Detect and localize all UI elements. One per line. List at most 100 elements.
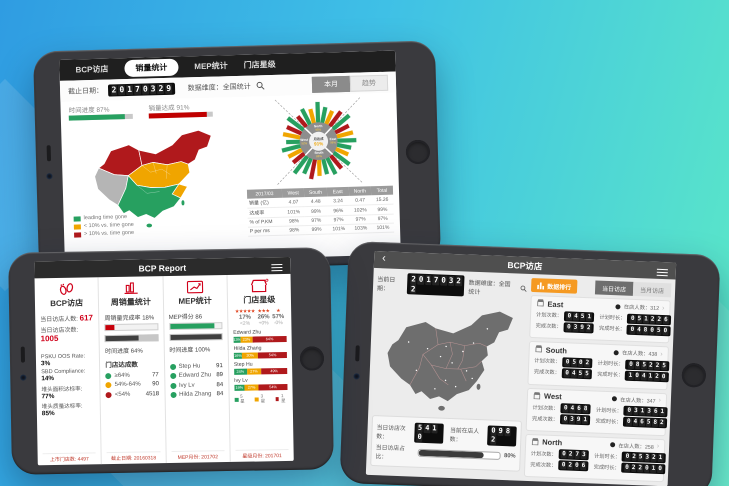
china-map-gray[interactable] [373,295,525,419]
instore-count: 在店人数：347 [620,396,656,405]
star-person-name: Edward Zhu [233,329,262,336]
table-cell: 99% [305,224,328,235]
sales-progress-bars: 时间进度 87% 销量达成 91% [68,100,238,121]
achievement-value: 90 [152,381,159,388]
search-icon[interactable] [520,284,527,292]
star-person-name: Ivy Lv [234,377,248,384]
home-button[interactable] [299,346,325,371]
star-stacked-bar: 13% 23% 64% [233,335,287,343]
region-card-north[interactable]: North 在店人数：258 › 计划次数： 0 2 7 3 计划时长： 0 2 5 3 2 1 完成次数： 0… [523,433,667,483]
region-card-west[interactable]: West 在店人数：347 › 计划次数： 0 4 6 8 计划时长： 0 3 1 3 6 1 完成次数： 0 3… [525,387,668,437]
person-score: 91 [216,362,223,369]
field-label: 计划次数： [532,404,559,412]
chevron-right-icon: › [656,443,660,451]
phone-right-bezel [290,256,334,461]
stat-row: 当日访店人数: 617 [40,313,94,324]
storefront-icon [250,278,269,293]
table-cell: 99% [304,206,328,217]
regional-radial-chart[interactable]: North 95% East 98% South 88% West 92% 月达… [261,94,375,188]
tab-item[interactable]: 门店星级 [243,59,276,70]
tab-item[interactable]: BCP访店 [75,64,109,75]
legend-swatch [74,231,82,238]
achievement-value: 4518 [145,390,160,397]
ratio-label: 当日访店占比： [375,445,405,461]
region-card-south[interactable]: South 在店人数：438 › 计划次数： 0 5 0 2 计划时长： 0 8 5 2 2 5 完成次数： 0… [527,341,670,390]
visit-tab[interactable]: 当日访店 [594,280,634,296]
bar-segment: 24% [233,368,247,375]
instore-count: 在店人数：258 [618,443,654,451]
star-group: ★★★★★ 17% <2% [235,309,255,327]
star-stacked-bar: 24% 27% 49% [233,367,288,375]
kpi-row: SBD Compliance: 14% [41,368,86,383]
period-button[interactable]: 本月 [311,75,351,93]
progress-track [68,113,133,121]
col-title: 门店星级 [243,295,276,305]
progress-label: 时间进度 87% [68,106,110,115]
home-button[interactable] [681,362,707,388]
visit-tab[interactable]: 当月访店 [632,281,672,298]
done-time-field: 完成时长： 1 0 4 1 2 0 [597,369,670,383]
chevron-right-icon: › [661,304,665,312]
storefront-icon [536,298,544,308]
field-label: 计划时长： [595,407,622,415]
chevron-right-icon: › [660,350,663,358]
star-group: ★ 57% -0% [272,308,284,326]
legend-label: 5星 [240,393,245,404]
sales-map-panel: 时间进度 87% 销量达成 91% [60,97,248,242]
home-button[interactable] [405,139,431,165]
instore-label: 当前在店人数： [449,427,480,443]
col-footer: 上市门店数: 4497 [42,452,97,464]
tab-item[interactable]: MEP统计 [194,61,228,72]
report-col-star-rating: 门店星级 ★★★★★ 17% <2% ★★★ 26% +0% ★ 57% -0% Edward … [226,273,294,462]
menu-icon[interactable] [656,267,668,278]
bar-segment: 49% [261,367,288,375]
visits-display: 5 4 10 [413,422,444,444]
person-score: 84 [216,381,224,388]
period-button-group: 本月 趋势 [311,74,389,93]
instore-display: 0 9 82 [487,424,517,447]
quadrant-north-label: North [314,124,323,128]
menu-icon[interactable] [271,262,283,273]
table-cell: 102% [349,204,372,216]
visit-body: 当前日期： 2 0 1 7 0 3 22 数据维度：全国统计 [366,268,676,486]
field-label: 计划次数： [534,358,561,366]
kpi-value: 14% [41,375,55,383]
region-card-east[interactable]: East 在店人数：312 › 计划次数： 0 4 5 1 计划时长： 0 5 1 2 2 6 完成次数： 0 3… [529,294,672,344]
back-button[interactable]: ‹ [381,252,387,265]
date-label: 截止日期： [68,87,104,96]
visit-summary-panel: 当日访店次数： 5 4 10 当前在店人数： 0 9 82 当日访店占比： 80% [370,414,523,472]
achievement-value: 77 [151,371,159,378]
region-name: South [545,345,568,356]
data-ranking-button[interactable]: 数据排行 [530,277,578,294]
status-dot-icon [105,391,112,398]
field-label: 完成时长： [593,464,620,472]
progress-fill [68,114,125,121]
progress-group: 销量达成 91% [148,101,213,119]
radial-center [308,131,328,151]
period-button[interactable]: 趋势 [349,74,389,92]
china-map-colored[interactable] [73,118,234,234]
star-person-bars: Edward Zhu 13% 23% 64% Hilda Zhang 16% 30% 54% S… [233,326,288,391]
quadrant-west-label: West [300,138,309,142]
done-time-field: 完成时长： 0 2 2 0 1 0 [594,462,666,475]
region-name: North [542,437,563,448]
footprints-icon [60,283,74,295]
phone-right-bezel [395,49,441,254]
search-icon[interactable] [256,81,265,90]
storefront-icon [531,437,539,447]
col-title: 周销量统计 [110,297,151,308]
quadrant-south-value: 88% [316,154,322,158]
legend-item: 1星 [275,393,288,404]
phone-bcp-visit: ‹ BCP访店 当前日期： 2 0 1 7 0 3 22 数据维度：全国统计 [339,240,721,486]
quadrant-east-value: 98% [330,140,336,144]
tab-active[interactable]: 销量统计 [124,58,179,78]
